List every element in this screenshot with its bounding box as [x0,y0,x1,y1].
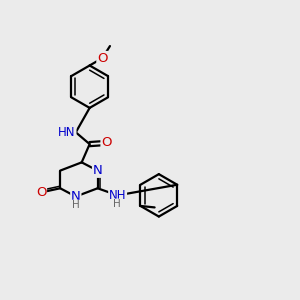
Text: H: H [72,200,80,210]
Text: H: H [113,199,121,209]
Text: NH: NH [109,189,126,202]
Text: O: O [36,186,46,199]
Text: HN: HN [58,126,76,139]
Text: N: N [93,164,103,177]
Text: O: O [101,136,112,149]
Text: N: N [71,190,81,203]
Text: O: O [97,52,108,64]
